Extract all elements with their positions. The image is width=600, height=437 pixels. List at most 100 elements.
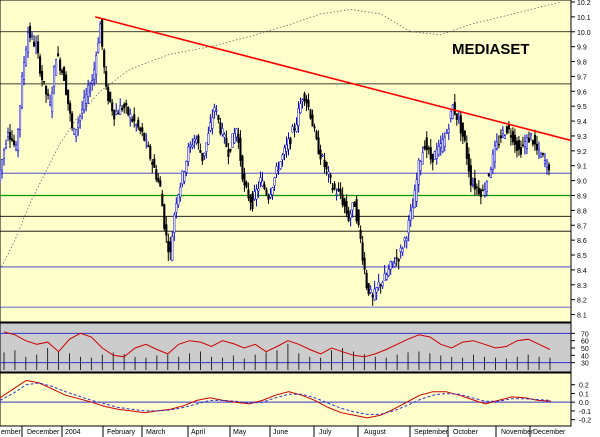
- candle-body: [319, 149, 322, 160]
- candle-body: [487, 173, 490, 176]
- price-axis-label: 9.2: [577, 149, 587, 156]
- candle-body: [163, 204, 166, 229]
- candle-body: [49, 102, 52, 105]
- candle-body: [515, 140, 518, 151]
- month-label: March: [146, 429, 166, 436]
- candle-body: [505, 126, 508, 134]
- candle-body: [377, 281, 380, 288]
- candle-body: [259, 177, 262, 183]
- candle-body: [175, 203, 178, 213]
- price-axis-label: 9.5: [577, 104, 587, 111]
- price-axis-label: 8.6: [577, 238, 587, 245]
- candle-body: [285, 144, 288, 152]
- candle-body: [69, 103, 72, 114]
- candle-body: [4, 143, 8, 148]
- price-axis-label: 8.5: [577, 253, 587, 260]
- candle-body: [409, 210, 412, 221]
- candle-body: [227, 149, 230, 157]
- candle-body: [347, 210, 350, 221]
- candle-body: [71, 113, 74, 128]
- candle-body: [159, 180, 162, 187]
- candle-body: [329, 174, 332, 178]
- price-axis-label: 8.2: [577, 298, 587, 305]
- candle-body: [145, 139, 148, 142]
- candle-body: [533, 134, 536, 145]
- macd-line: [0, 379, 552, 419]
- candle-body: [125, 102, 128, 106]
- candle-body: [535, 143, 538, 151]
- candle-body: [295, 124, 298, 132]
- candle-body: [149, 145, 152, 159]
- candle-body: [185, 161, 188, 173]
- candle-body: [165, 224, 168, 236]
- candle-body: [33, 41, 36, 47]
- candle-body: [291, 126, 294, 133]
- candle-body: [401, 248, 404, 253]
- candle-body: [483, 189, 486, 196]
- candle-body: [345, 201, 348, 214]
- candle-body: [311, 114, 314, 127]
- candle-body: [363, 257, 366, 270]
- candle-body: [427, 147, 430, 150]
- candle-body: [523, 141, 526, 147]
- oscillator-axis-label: 30: [581, 361, 589, 368]
- candle-body: [293, 128, 296, 131]
- candle-body: [413, 190, 416, 208]
- price-axis-label: 9.4: [577, 119, 587, 126]
- candle-body: [161, 193, 164, 207]
- candle-body: [53, 66, 56, 88]
- candle-body: [365, 272, 368, 289]
- candle-body: [323, 159, 326, 168]
- candle-body: [229, 148, 232, 152]
- candle-body: [461, 122, 464, 137]
- candle-body: [199, 149, 202, 153]
- candle-body: [509, 135, 512, 138]
- candle-body: [249, 196, 252, 203]
- candle-body: [61, 70, 64, 73]
- candle-body: [251, 193, 254, 210]
- candle-body: [225, 137, 228, 147]
- candle-body: [79, 115, 82, 121]
- candle-body: [517, 140, 520, 150]
- month-label: ember: [1, 429, 22, 436]
- oscillator-panel-background: [0, 322, 572, 373]
- candle-body: [95, 55, 98, 75]
- candle-body: [303, 93, 306, 101]
- candle-body: [181, 170, 184, 185]
- price-axis-label: 9.8: [577, 60, 587, 67]
- candle-body: [539, 153, 542, 158]
- candle-body: [437, 146, 440, 155]
- candle-body: [43, 81, 46, 83]
- candle-body: [385, 274, 388, 280]
- candle-body: [493, 145, 496, 163]
- candle-body: [299, 103, 302, 114]
- candle-body: [471, 184, 474, 186]
- month-label: June: [273, 429, 288, 436]
- candle-body: [421, 152, 424, 165]
- candle-body: [527, 137, 530, 143]
- candle-body: [187, 146, 190, 162]
- candle-body: [357, 209, 360, 225]
- candle-body: [8, 132, 12, 140]
- candle-body: [403, 237, 406, 242]
- candle-body: [507, 125, 510, 130]
- candle-body: [425, 137, 428, 151]
- candle-body: [513, 134, 516, 145]
- price-axis-label: 8.9: [577, 193, 587, 200]
- candle-body: [381, 282, 384, 287]
- price-axis-label: 8.8: [577, 208, 587, 215]
- candle-body: [317, 137, 320, 155]
- macd-panel-background: [0, 372, 572, 427]
- month-label: September: [414, 429, 449, 436]
- candle-body: [315, 131, 318, 140]
- candle-body: [393, 262, 396, 268]
- candle-body: [495, 141, 498, 149]
- candle-body: [469, 165, 472, 186]
- candle-body: [2, 150, 6, 159]
- candle-body: [537, 147, 540, 151]
- candle-body: [107, 87, 110, 101]
- candle-body: [327, 171, 330, 175]
- candle-body: [371, 294, 374, 298]
- candle-body: [463, 130, 466, 141]
